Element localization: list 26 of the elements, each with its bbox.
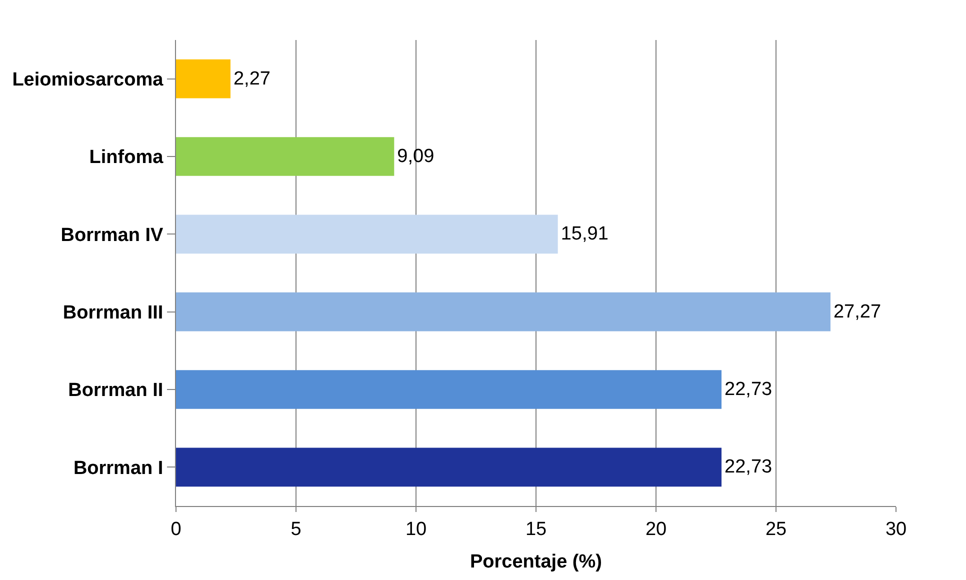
y-tick-label: Leiomiosarcoma	[12, 69, 164, 90]
bar	[176, 137, 394, 176]
y-tick-label: Borrman II	[68, 380, 164, 402]
bar	[176, 59, 230, 98]
y-tick-label: Borrman I	[73, 458, 164, 479]
bar	[176, 292, 830, 332]
x-tick-label: 15	[525, 518, 547, 540]
bar	[176, 448, 722, 487]
x-tick-label: 0	[170, 518, 182, 540]
data-label: 27,27	[833, 301, 882, 322]
x-tick-label: 5	[290, 518, 302, 540]
x-tick-label: 10	[405, 518, 427, 540]
x-tick-label: 30	[885, 518, 907, 540]
data-label: 9,09	[397, 146, 434, 167]
x-axis-title: Porcentaje (%)	[470, 552, 602, 573]
y-tick-label: Borrman III	[62, 302, 164, 324]
x-tick-label: 25	[765, 518, 787, 540]
data-label: 22,73	[724, 456, 772, 478]
data-label: 22,73	[724, 379, 772, 400]
y-tick-label: Borrman IV	[60, 224, 164, 246]
data-label: 2,27	[233, 68, 270, 90]
bar	[176, 370, 722, 409]
y-tick-label: Linfoma	[89, 147, 164, 168]
x-tick-label: 20	[645, 518, 667, 540]
data-label: 15,91	[560, 224, 608, 245]
bar	[176, 214, 558, 254]
